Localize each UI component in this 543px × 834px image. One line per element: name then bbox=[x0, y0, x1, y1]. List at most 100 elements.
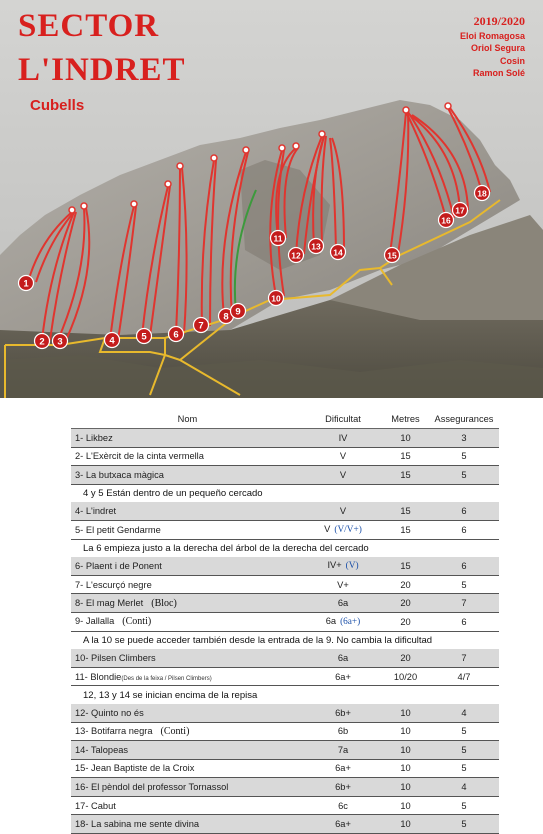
table-row: 17- Cabut 6c 10 5 bbox=[71, 796, 499, 816]
route-marker: 6 bbox=[167, 325, 185, 343]
route-marker-label: 17 bbox=[455, 205, 465, 215]
route-name-cell: 11- Blondie(Des de la feixa / Pilsen Cli… bbox=[71, 667, 304, 687]
route-grade-cell: 6b bbox=[304, 722, 382, 742]
table-row: 1- Likbez IV 10 3 bbox=[71, 428, 499, 448]
approach-path bbox=[149, 354, 166, 396]
route-marker-circle bbox=[135, 327, 153, 345]
table-row: 12- Quinto no és 6b+ 10 4 bbox=[71, 703, 499, 723]
route-bolts: 4 bbox=[429, 703, 499, 723]
route-note: (Conti) bbox=[160, 725, 190, 737]
route-note: (Conti) bbox=[122, 616, 152, 628]
table-row: 5- El petit Gendarme V (V/V+) 15 6 bbox=[71, 520, 499, 540]
route-marker: 14 bbox=[329, 243, 347, 261]
route-number: 1- bbox=[75, 432, 84, 443]
route-metres: 10 bbox=[382, 759, 429, 779]
route-marker-label: 9 bbox=[235, 306, 240, 317]
anchor-icon bbox=[210, 154, 218, 162]
approach-path bbox=[5, 199, 501, 346]
route-number: 17- bbox=[75, 800, 89, 811]
route-line bbox=[175, 167, 181, 335]
route-number: 15- bbox=[75, 763, 89, 774]
route-marker-label: 10 bbox=[271, 293, 281, 303]
route-bolts: 5 bbox=[429, 447, 499, 467]
route-grade: V bbox=[339, 451, 347, 462]
route-marker-circle bbox=[329, 243, 347, 261]
route-marker-label: 2 bbox=[39, 336, 44, 347]
route-line bbox=[405, 111, 447, 219]
route-line bbox=[275, 147, 297, 239]
table-note-row: 4 y 5 Están dentro de un pequeño cercado bbox=[71, 484, 499, 503]
route-marker-circle bbox=[383, 246, 401, 264]
route-marker-label: 7 bbox=[198, 320, 203, 331]
route-metres: 20 bbox=[382, 575, 429, 595]
table-row: 4- L'indret V 15 6 bbox=[71, 502, 499, 521]
route-grade: 6b bbox=[337, 726, 349, 737]
route-bolts: 5 bbox=[429, 575, 499, 595]
route-number: 4- bbox=[75, 506, 84, 517]
route-marker-label: 12 bbox=[291, 250, 301, 260]
route-note: (Bloc) bbox=[151, 597, 177, 609]
table-row: 2- L'Exèrcit de la cinta vermella V 15 5 bbox=[71, 447, 499, 467]
table-note-row: 12, 13 y 14 se inician encima de la repi… bbox=[71, 685, 499, 704]
anchor-icon bbox=[402, 106, 410, 114]
route-bolts: 5 bbox=[429, 465, 499, 485]
route-metres: 10 bbox=[382, 796, 429, 816]
table-note-row: A la 10 se puede acceder también desde l… bbox=[71, 631, 499, 650]
route-marker-circle bbox=[437, 211, 455, 229]
route-marker-label: 16 bbox=[441, 215, 451, 225]
route-line bbox=[283, 147, 299, 239]
route-metres: 10 bbox=[382, 777, 429, 797]
route-name-cell: 18- La sabina me sente divina bbox=[71, 814, 304, 834]
route-bolts: 4/7 bbox=[429, 667, 499, 687]
route-line bbox=[57, 207, 86, 341]
route-bolts: 6 bbox=[429, 502, 499, 521]
route-marker-label: 13 bbox=[311, 241, 321, 251]
route-marker: 7 bbox=[192, 316, 210, 334]
route-name-cell: 7- L'escurçó negre bbox=[71, 575, 304, 595]
route-grade: 6a+ bbox=[335, 819, 351, 830]
table-note-row: La 6 empieza justo a la derecha del árbo… bbox=[71, 539, 499, 558]
route-grade-cell: 6c bbox=[304, 796, 382, 816]
route-grade-cell: 6a+ bbox=[304, 814, 382, 834]
route-name: El pèndol del professor Tornassol bbox=[91, 782, 229, 793]
route-metres: 15 bbox=[382, 447, 429, 467]
anchor-icon bbox=[164, 180, 172, 188]
route-grade-cell: V bbox=[304, 447, 382, 467]
route-number: 2- bbox=[75, 451, 84, 462]
route-line bbox=[141, 185, 169, 337]
table-row: 15- Jean Baptiste de la Croix 6a+ 10 5 bbox=[71, 759, 499, 779]
route-line bbox=[397, 111, 410, 255]
route-number: 13- bbox=[75, 725, 89, 736]
route-metres: 15 bbox=[382, 502, 429, 521]
rock-lower-right bbox=[330, 215, 543, 335]
route-line bbox=[389, 111, 407, 255]
approach-path bbox=[98, 337, 166, 356]
route-marker-label: 3 bbox=[57, 336, 62, 347]
table-row: 9- Jallalla (Conti) 6a (6a+) 20 6 bbox=[71, 612, 499, 632]
route-marker: 9 bbox=[229, 302, 247, 320]
table-note: La 6 empieza justo a la derecha del árbo… bbox=[71, 539, 499, 558]
route-number: 18- bbox=[75, 819, 89, 830]
route-line bbox=[312, 135, 325, 247]
anchor-icon bbox=[278, 144, 286, 152]
route-line bbox=[65, 207, 91, 341]
route-marker: 2 bbox=[33, 332, 51, 350]
route-number: 3- bbox=[75, 469, 84, 480]
header-name: Nom bbox=[71, 410, 304, 429]
route-grade-cell: V (V/V+) bbox=[304, 520, 382, 540]
route-grade: V bbox=[339, 469, 347, 480]
route-marker-label: 14 bbox=[333, 247, 343, 257]
route-grade-cell: 6a bbox=[304, 593, 382, 613]
table-note: 4 y 5 Están dentro de un pequeño cercado bbox=[71, 484, 499, 503]
header-metres: Metres bbox=[382, 410, 429, 429]
route-grade-cell: 6a (6a+) bbox=[304, 612, 382, 632]
route-metres: 10 bbox=[382, 740, 429, 760]
route-marker-circle bbox=[167, 325, 185, 343]
route-line bbox=[331, 137, 345, 251]
route-marker-circle bbox=[307, 237, 325, 255]
route-name-cell: 16- El pèndol del professor Tornassol bbox=[71, 777, 304, 797]
route-bolts: 5 bbox=[429, 759, 499, 779]
route-marker-circle bbox=[267, 289, 285, 307]
route-name: Jean Baptiste de la Croix bbox=[91, 763, 195, 774]
